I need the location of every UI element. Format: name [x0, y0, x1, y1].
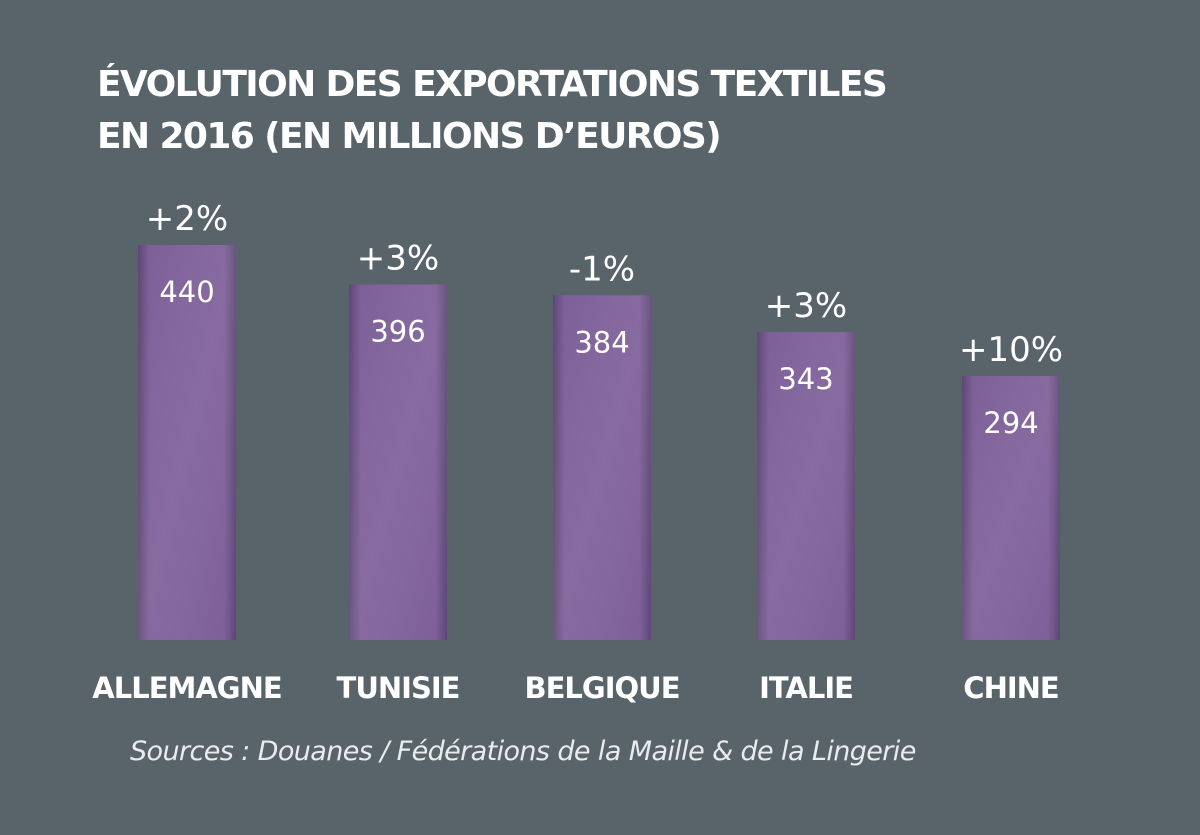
value-label-italie: 343: [778, 362, 833, 396]
bar-sheen-chine: [962, 376, 1060, 640]
change-label-belgique: -1%: [569, 249, 635, 289]
chart-title-line-1: ÉVOLUTION DES EXPORTATIONS TEXTILES: [97, 64, 888, 105]
bar-sheen-allemagne: [138, 245, 236, 640]
source-note: Sources : Douanes / Fédérations de la Ma…: [130, 736, 916, 767]
bar-sheen-italie: [757, 332, 855, 640]
category-label-allemagne: ALLEMAGNE: [92, 671, 281, 705]
change-label-allemagne: +2%: [146, 199, 228, 239]
category-label-belgique: BELGIQUE: [525, 671, 680, 705]
bar-sheen-tunisie: [349, 284, 447, 640]
chart-title-line-2: EN 2016 (EN MILLIONS D’EUROS): [97, 116, 722, 157]
bar-sheen-belgique: [553, 295, 651, 640]
category-label-chine: CHINE: [963, 671, 1058, 705]
category-label-tunisie: TUNISIE: [337, 671, 460, 705]
change-label-italie: +3%: [765, 286, 847, 326]
value-label-tunisie: 396: [370, 315, 425, 349]
category-label-italie: ITALIE: [759, 671, 853, 705]
value-label-chine: 294: [983, 406, 1038, 440]
change-label-tunisie: +3%: [357, 239, 439, 279]
change-label-chine: +10%: [959, 330, 1063, 370]
value-label-allemagne: 440: [159, 275, 214, 309]
value-label-belgique: 384: [574, 325, 629, 359]
